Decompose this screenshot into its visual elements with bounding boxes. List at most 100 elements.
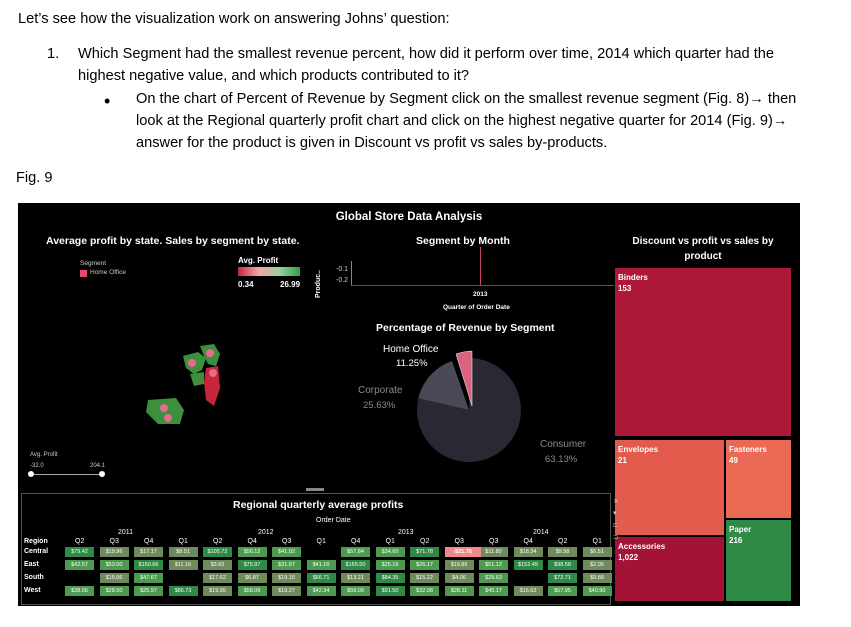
- treemap-tile-accessories[interactable]: Accessories 1,022: [614, 536, 725, 602]
- table-cell[interactable]: $19.27: [272, 586, 301, 596]
- map-segment-dot[interactable]: [209, 369, 217, 377]
- table-cell[interactable]: -$21.78: [444, 547, 481, 557]
- segment-legend-item[interactable]: Home Office: [90, 269, 127, 276]
- table-cell[interactable]: $18.34: [513, 547, 543, 557]
- table-cell[interactable]: $91.50: [375, 586, 405, 596]
- table-cell[interactable]: $34.60: [375, 547, 405, 557]
- table-cell[interactable]: $40.90: [582, 586, 612, 596]
- table-cell[interactable]: $47.67: [134, 573, 163, 583]
- table-cell[interactable]: $25.16: [375, 560, 405, 570]
- table-cell[interactable]: $9.98: [548, 547, 577, 557]
- region-label[interactable]: West: [24, 587, 41, 594]
- table-cell[interactable]: $11.16: [168, 560, 198, 570]
- table-cell[interactable]: $45.17: [479, 586, 508, 596]
- table-cell[interactable]: $51.12: [479, 560, 508, 570]
- treemap-tile-paper[interactable]: Paper 216: [725, 519, 792, 602]
- treemap-tile-binders[interactable]: Binders 153: [614, 267, 792, 437]
- table-cell[interactable]: $79.42: [65, 547, 94, 557]
- x-axis-label: Quarter of Order Date: [443, 304, 510, 311]
- table-cell[interactable]: $19.15: [272, 573, 301, 583]
- table-cell[interactable]: $84.35: [375, 573, 405, 583]
- slider-handle-min[interactable]: [28, 471, 34, 477]
- treemap-tile-envelopes[interactable]: Envelopes 21: [614, 439, 725, 536]
- map-segment-dot[interactable]: [164, 414, 172, 422]
- question-text: Which Segment had the smallest revenue p…: [78, 46, 775, 84]
- table-cell[interactable]: $28.50: [99, 586, 129, 596]
- segment-month-mark[interactable]: [480, 247, 481, 285]
- pie-slice-home-office[interactable]: [455, 350, 473, 407]
- year-header: 2014: [533, 529, 549, 536]
- table-cell[interactable]: $32.08: [410, 586, 439, 596]
- table-cell[interactable]: [307, 547, 336, 557]
- toolbar-icons[interactable]: × ▾ ⊏ ⊐: [612, 495, 620, 555]
- map-state[interactable]: [204, 366, 220, 406]
- table-cell[interactable]: [65, 573, 94, 583]
- table-cell[interactable]: $13.21: [341, 573, 370, 583]
- table-cell[interactable]: $98.58: [548, 560, 577, 570]
- pie-slice-consumer[interactable]: [416, 358, 521, 462]
- table-cell[interactable]: [514, 573, 543, 583]
- table-cell[interactable]: $42.34: [306, 586, 336, 596]
- table-cell[interactable]: $56.12: [237, 547, 267, 557]
- table-cell[interactable]: $15.22: [410, 573, 439, 583]
- map-segment-dot[interactable]: [188, 359, 196, 367]
- table-cell[interactable]: $152.49: [513, 560, 543, 570]
- table-cell[interactable]: $15.06: [99, 573, 129, 583]
- table-cell[interactable]: $41.16: [306, 560, 336, 570]
- table-cell[interactable]: $26.17: [410, 560, 439, 570]
- table-cell[interactable]: $31.87: [272, 560, 301, 570]
- table-cell[interactable]: $8.51: [168, 547, 198, 557]
- y-axis-line: [351, 261, 352, 285]
- table-cell[interactable]: $6.51: [582, 547, 612, 557]
- table-cell[interactable]: $165.50: [341, 560, 370, 570]
- table-cell[interactable]: $2.05: [582, 560, 612, 570]
- region-label[interactable]: East: [24, 561, 39, 568]
- table-cell[interactable]: $105.72: [203, 547, 232, 557]
- table-cell[interactable]: $66.71: [306, 573, 336, 583]
- table-cell[interactable]: $75.97: [237, 560, 267, 570]
- table-cell[interactable]: $42.57: [65, 560, 94, 570]
- table-cell[interactable]: $17.17: [134, 547, 163, 557]
- table-cell[interactable]: $6.87: [237, 573, 267, 583]
- state-map[interactable]: [128, 338, 258, 438]
- table-cell[interactable]: $150.66: [134, 560, 163, 570]
- consumer-label[interactable]: Consumer: [540, 439, 587, 450]
- table-cell[interactable]: [169, 573, 198, 583]
- pie-slice-corporate[interactable]: [418, 361, 469, 410]
- corporate-label[interactable]: Corporate: [358, 385, 403, 396]
- avg-profit-slider[interactable]: [30, 474, 102, 475]
- table-cell[interactable]: $19.95: [203, 586, 232, 596]
- table-cell[interactable]: $86.73: [168, 586, 198, 596]
- table-cell[interactable]: $28.11: [444, 586, 474, 596]
- table-cell[interactable]: $11.80: [479, 547, 508, 557]
- slider-handle-max[interactable]: [99, 471, 105, 477]
- table-cell[interactable]: $4.06: [444, 573, 474, 583]
- table-cell[interactable]: $57.84: [341, 547, 370, 557]
- avg-profit-legend-title: Avg. Profit: [238, 256, 279, 265]
- table-cell[interactable]: $71.78: [410, 547, 439, 557]
- drag-handle[interactable]: [306, 488, 324, 491]
- table-cell[interactable]: $9.88: [582, 573, 612, 583]
- table-cell[interactable]: $3.65: [203, 560, 232, 570]
- table-cell[interactable]: $25.97: [134, 586, 163, 596]
- table-cell[interactable]: $29.63: [479, 573, 508, 583]
- table-cell[interactable]: $19.86: [444, 560, 474, 570]
- map-segment-dot[interactable]: [206, 349, 214, 357]
- table-cell[interactable]: $19.96: [99, 547, 129, 557]
- table-cell[interactable]: $38.06: [65, 586, 94, 596]
- table-cell[interactable]: $17.62: [203, 573, 232, 583]
- region-label[interactable]: South: [24, 574, 44, 581]
- region-label[interactable]: Central: [24, 548, 49, 555]
- table-cell[interactable]: $16.62: [513, 586, 543, 596]
- table-cell[interactable]: $57.95: [548, 586, 577, 596]
- table-cell[interactable]: $59.09: [341, 586, 370, 596]
- table-cell[interactable]: $41.02: [272, 547, 301, 557]
- table-cell[interactable]: $53.00: [99, 560, 129, 570]
- home-office-label[interactable]: Home Office: [383, 344, 439, 355]
- treemap-tile-fasteners[interactable]: Fasteners 49: [725, 439, 792, 519]
- table-cell[interactable]: $72.71: [548, 573, 577, 583]
- revenue-pie-chart[interactable]: [394, 348, 544, 478]
- map-state[interactable]: [190, 372, 204, 386]
- map-segment-dot[interactable]: [160, 404, 168, 412]
- table-cell[interactable]: $58.06: [237, 586, 267, 596]
